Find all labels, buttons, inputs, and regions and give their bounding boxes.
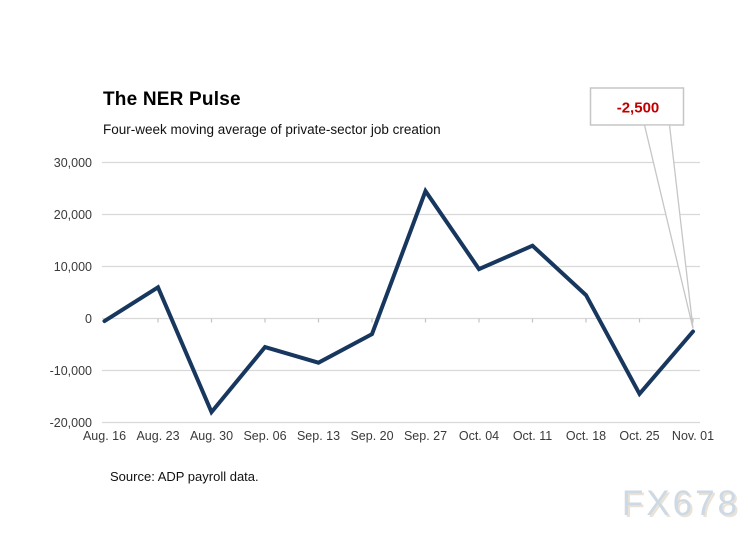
x-axis-tick-label: Sep. 13 bbox=[297, 429, 340, 443]
chart-subtitle: Four-week moving average of private-sect… bbox=[103, 122, 441, 137]
y-axis-tick-label: 0 bbox=[85, 312, 92, 326]
x-axis-tick-label: Oct. 25 bbox=[619, 429, 659, 443]
x-axis-tick-label: Nov. 01 bbox=[672, 429, 714, 443]
x-axis-tick-label: Sep. 20 bbox=[350, 429, 393, 443]
x-axis-tick-label: Aug. 30 bbox=[190, 429, 233, 443]
y-axis-tick-label: 20,000 bbox=[54, 208, 92, 222]
x-axis-tick-label: Oct. 04 bbox=[459, 429, 499, 443]
x-axis-tick-label: Aug. 16 bbox=[83, 429, 126, 443]
x-axis-tick-label: Sep. 27 bbox=[404, 429, 447, 443]
annotation-callout-tail bbox=[643, 124, 694, 329]
watermark-logo: FX678 bbox=[621, 484, 740, 523]
source-note: Source: ADP payroll data. bbox=[110, 469, 259, 484]
x-axis-tick-label: Oct. 18 bbox=[566, 429, 606, 443]
data-series-line bbox=[102, 186, 695, 416]
x-axis-tick-label: Aug. 23 bbox=[136, 429, 179, 443]
x-axis-tick-label: Oct. 11 bbox=[513, 429, 552, 443]
annotation-value-label: -2,500 bbox=[617, 100, 660, 117]
y-axis-tick-label: -10,000 bbox=[50, 364, 92, 378]
annotation-callout-box bbox=[589, 87, 685, 126]
x-axis-tick-label: Sep. 06 bbox=[243, 429, 286, 443]
y-axis-tick-label: -20,000 bbox=[50, 416, 92, 430]
y-axis-tick-label: 30,000 bbox=[54, 156, 92, 170]
y-axis-tick-label: 10,000 bbox=[54, 260, 92, 274]
chart-title: The NER Pulse bbox=[103, 89, 241, 110]
